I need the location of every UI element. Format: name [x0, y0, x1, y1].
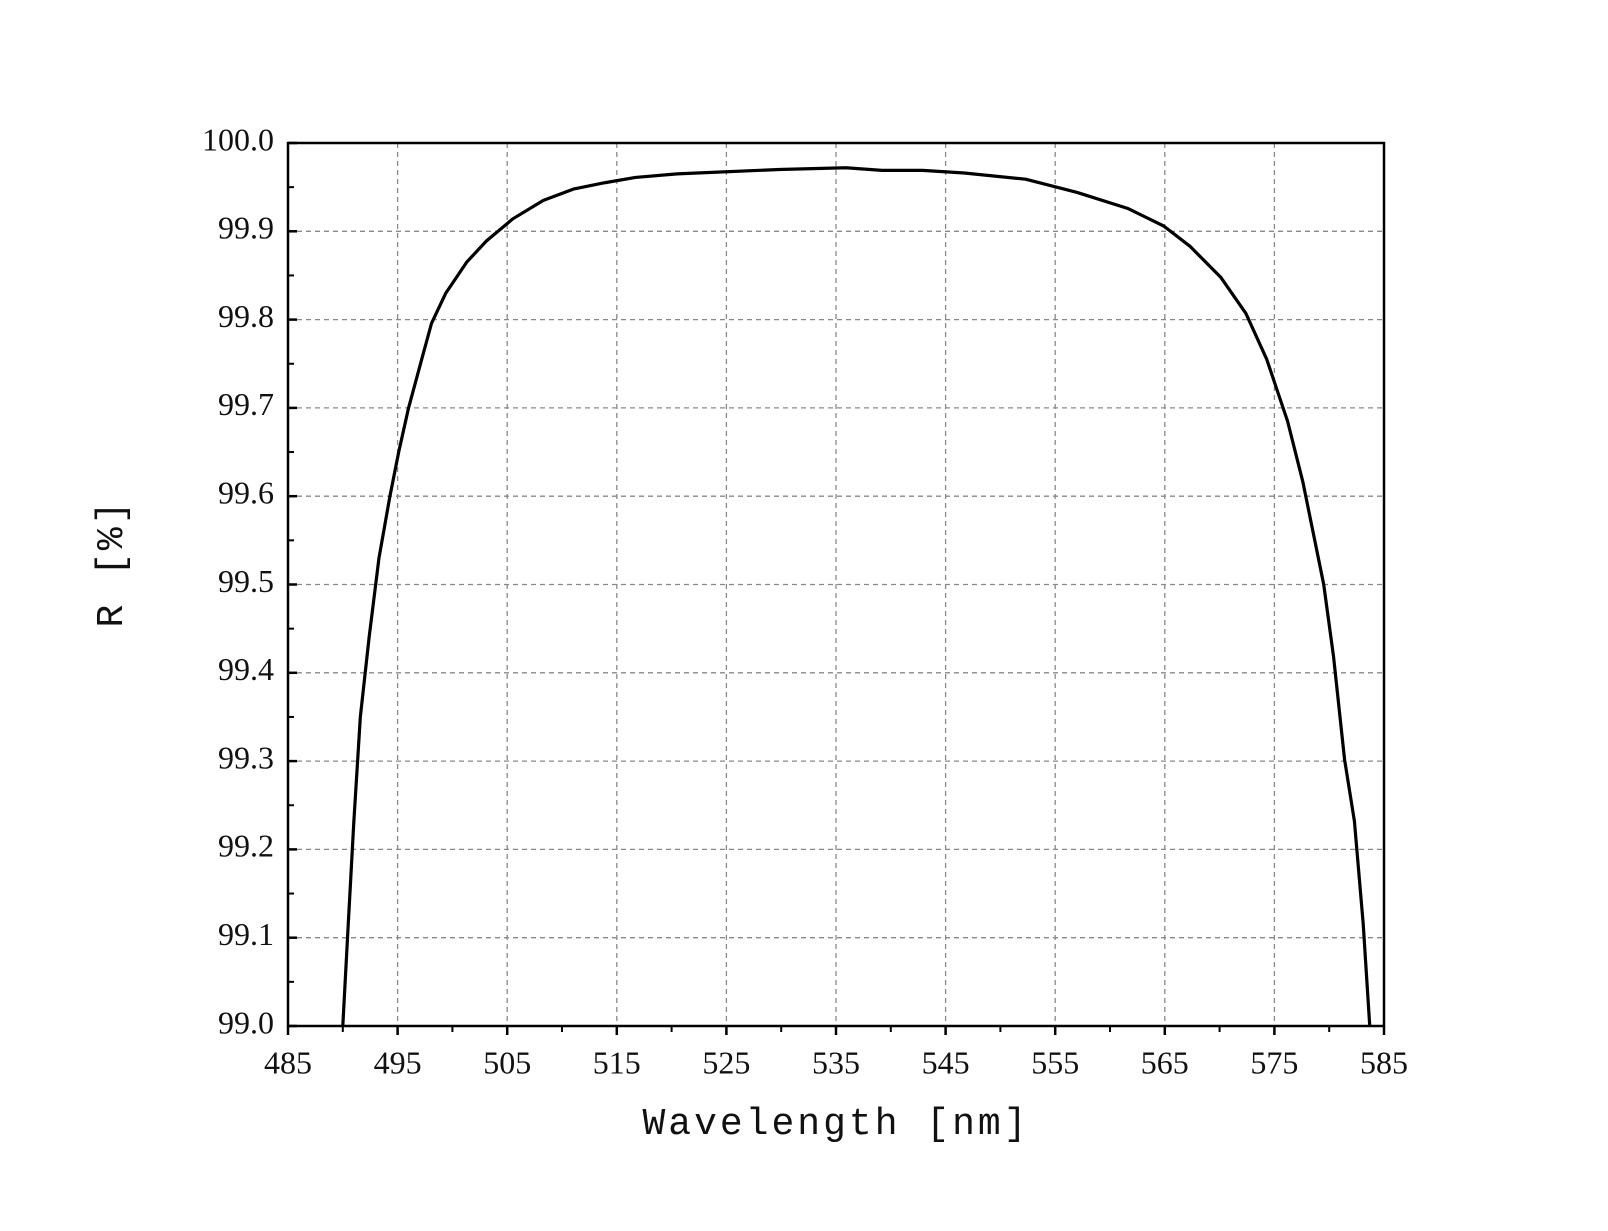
y-tick-label: 99.0: [218, 1004, 274, 1040]
x-tick-label: 565: [1141, 1044, 1189, 1080]
x-tick-label: 535: [812, 1044, 860, 1080]
y-tick-label: 99.1: [218, 916, 274, 952]
y-tick-label: 99.8: [218, 298, 274, 334]
x-tick-label: 495: [374, 1044, 422, 1080]
x-tick-label: 585: [1360, 1044, 1408, 1080]
x-tick-label: 525: [702, 1044, 750, 1080]
y-tick-label: 100.0: [202, 121, 274, 157]
y-tick-label: 99.2: [218, 828, 274, 864]
y-tick-label: 99.3: [218, 739, 274, 775]
x-tick-label: 545: [922, 1044, 970, 1080]
y-tick-label: 99.4: [218, 651, 274, 687]
x-tick-label: 575: [1250, 1044, 1298, 1080]
y-tick-label: 99.7: [218, 386, 274, 422]
y-tick-label: 99.5: [218, 563, 274, 599]
x-tick-label: 485: [264, 1044, 312, 1080]
y-tick-label: 99.9: [218, 210, 274, 246]
x-tick-label: 515: [593, 1044, 641, 1080]
y-tick-label: 99.6: [218, 475, 274, 511]
x-tick-label: 505: [483, 1044, 531, 1080]
y-axis-label: R [%]: [91, 498, 134, 627]
x-axis-label: Wavelength [nm]: [642, 1103, 1029, 1146]
plot-frame: [286, 141, 1386, 1028]
x-tick-label: 555: [1031, 1044, 1079, 1080]
data-line: [341, 166, 1372, 1027]
